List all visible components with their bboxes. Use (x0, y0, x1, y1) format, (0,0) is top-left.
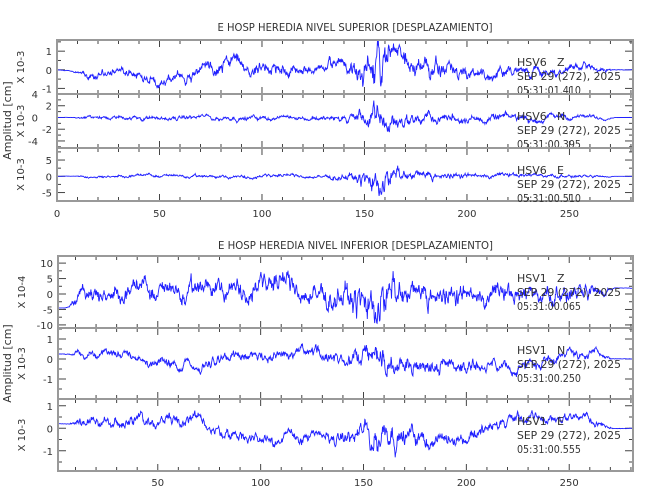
chart-title: E HOSP HEREDIA NIVEL SUPERIOR [DESPLAZAM… (218, 21, 493, 34)
scale-label: X 10-4 (17, 276, 28, 309)
y-axis-label: Amplitud [cm] (1, 81, 14, 159)
component-label: N (557, 110, 565, 123)
y-tick-label: 0 (47, 355, 53, 366)
y-tick-label: 4 (32, 90, 38, 101)
y-tick-label: -1 (43, 375, 53, 386)
y-tick-label: 0 (32, 113, 38, 124)
x-tick-label: 150 (355, 209, 374, 220)
waveform-line (57, 39, 634, 90)
station-label: HSV6 (517, 56, 547, 69)
y-tick-label: -10 (37, 321, 53, 332)
component-label: N (557, 344, 565, 357)
date-label: SEP 29 (272), 2025 (517, 70, 621, 83)
waveform-line (57, 165, 633, 197)
time-label: 05:31:00.555 (517, 443, 581, 456)
x-tick-label: 200 (457, 209, 476, 220)
x-tick-label: 100 (251, 478, 270, 489)
scale-label: X 10-3 (16, 105, 27, 138)
component-label: Z (557, 56, 565, 69)
y-tick-label: -4 (28, 137, 38, 148)
y-tick-label: 1 (47, 402, 53, 413)
waveform-line (57, 409, 633, 458)
x-tick-label: 150 (354, 478, 373, 489)
component-label: Z (557, 272, 565, 285)
x-tick-label: 0 (54, 209, 60, 220)
y-tick-label: 0 (47, 290, 53, 301)
component-label: E (557, 415, 564, 428)
waveform-line (58, 343, 634, 378)
x-tick-label: 250 (560, 209, 579, 220)
y-tick-label: 0 (47, 424, 53, 435)
chart-upper: E HOSP HEREDIA NIVEL SUPERIOR [DESPLAZAM… (1, 21, 634, 220)
date-label: SEP 29 (272), 2025 (517, 358, 621, 371)
station-label: HSV1 (517, 272, 547, 285)
x-tick-label: 50 (151, 478, 164, 489)
y-tick-label: 0 (46, 66, 52, 77)
chart-title: E HOSP HEREDIA NIVEL INFERIOR [DESPLAZAM… (218, 239, 493, 252)
scale-label: X 10-3 (17, 347, 28, 380)
time-label: 05:31:00.065 (517, 300, 581, 313)
y-tick-label: -5 (42, 189, 52, 200)
y-axis-label: Amplitud [cm] (1, 324, 14, 402)
x-tick-label: 100 (252, 209, 271, 220)
station-label: HSV1 (517, 344, 547, 357)
date-label: SEP 29 (272), 2025 (517, 124, 621, 137)
y-tick-label: -1 (42, 84, 52, 95)
date-label: SEP 29 (272), 2025 (517, 286, 621, 299)
panel-frame (56, 147, 634, 202)
scale-label: X 10-3 (17, 419, 28, 452)
waveform-line (57, 100, 633, 133)
scale-label: X 10-3 (16, 51, 27, 84)
panel-frame (57, 398, 634, 472)
date-label: SEP 29 (272), 2025 (517, 429, 621, 442)
station-label: HSV6 (517, 110, 547, 123)
y-tick-label: -2 (42, 125, 52, 136)
x-tick-label: 50 (153, 209, 166, 220)
chart-lower: E HOSP HEREDIA NIVEL INFERIOR [DESPLAZAM… (1, 239, 634, 489)
y-tick-label: 5 (47, 275, 53, 286)
waveform-line (58, 270, 634, 325)
station-label: HSV6 (517, 164, 547, 177)
y-tick-label: 1 (47, 335, 53, 346)
y-tick-label: 0 (46, 172, 52, 183)
date-label: SEP 29 (272), 2025 (517, 178, 621, 191)
station-label: HSV1 (517, 415, 547, 428)
x-tick-label: 200 (457, 478, 476, 489)
y-tick-label: 1 (46, 47, 52, 58)
y-tick-label: 2 (46, 102, 52, 113)
y-tick-label: -5 (43, 305, 53, 316)
component-label: E (557, 164, 564, 177)
scale-label: X 10-3 (16, 158, 27, 191)
time-label: 05:31:00.510 (517, 192, 581, 205)
x-tick-label: 250 (560, 478, 579, 489)
time-label: 05:31:00.250 (517, 372, 581, 385)
y-tick-label: 10 (40, 259, 53, 270)
y-tick-label: -1 (43, 447, 53, 458)
y-tick-label: 5 (46, 156, 52, 167)
